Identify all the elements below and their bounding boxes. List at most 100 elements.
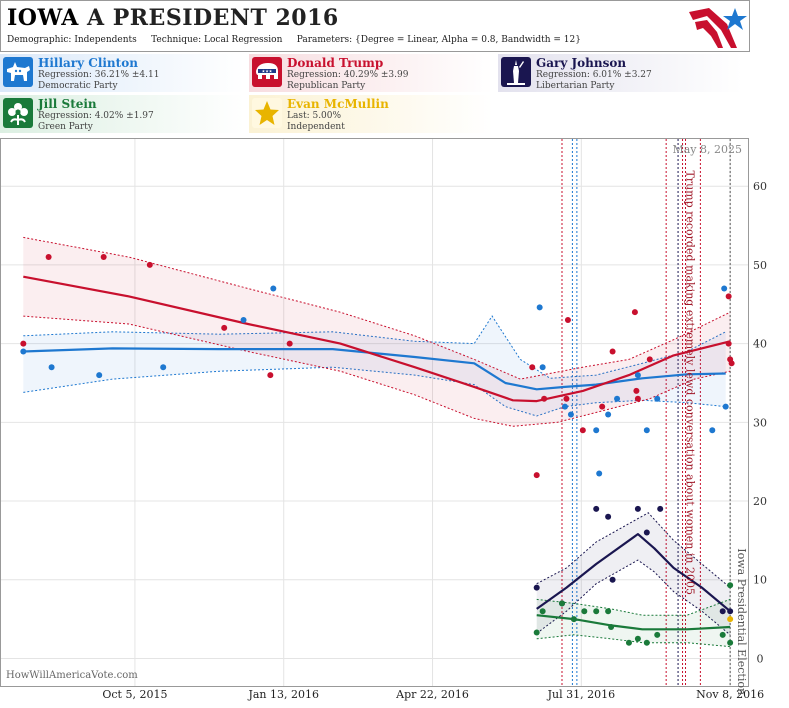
hillary-clinton-poll-point <box>536 304 543 311</box>
liberty-statue-icon <box>501 57 531 87</box>
hillary-clinton-poll-point <box>634 372 641 379</box>
donald-trump-poll-point <box>634 395 641 402</box>
axes: 0 10 20 30 40 50 60 Oct 5, 2015 Jan 13, 2016 Apr … <box>102 180 767 701</box>
legend-party: Democratic Party <box>38 81 118 91</box>
legend-card-stein: Jill Stein Regression: 4.02% ±1.97 Green… <box>0 95 244 133</box>
jill-stein-trend-line <box>536 614 731 631</box>
hillary-clinton-poll-point <box>596 470 603 477</box>
page-title: IOWA A PRESIDENT 2016 <box>7 5 339 31</box>
gary-johnson-poll-point <box>719 608 726 615</box>
hillary-clinton-trend-line <box>23 347 726 391</box>
hillary-clinton-band-upper <box>23 315 726 379</box>
legend-name: Gary Johnson <box>536 56 627 70</box>
donald-trump-poll-point <box>725 340 732 347</box>
jill-stein-poll-point <box>558 600 565 607</box>
donald-trump-poll-point <box>100 254 107 261</box>
legend-regression: Regression: 4.02% ±1.97 <box>38 111 154 121</box>
hillary-clinton-poll-point <box>20 348 27 355</box>
chart-area: 0 10 20 30 40 50 60 Oct 5, 2015 Jan 13, 2016 Apr … <box>0 138 789 704</box>
hillary-clinton-poll-point <box>96 372 103 379</box>
jill-stein-poll-point <box>593 608 600 615</box>
hillary-clinton-band-fill <box>23 316 726 416</box>
gary-johnson-trend-line <box>536 533 731 613</box>
jill-stein-poll-point <box>719 631 726 638</box>
hillary-clinton-poll-point <box>722 403 729 410</box>
legend-party: Libertarian Party <box>536 81 615 91</box>
star-icon <box>252 98 282 128</box>
donald-trump-poll-point <box>146 261 153 268</box>
jill-stein-poll-point <box>608 623 615 630</box>
hillary-clinton-poll-point <box>654 395 661 402</box>
jill-stein-poll-point <box>643 639 650 646</box>
legend-regression: Regression: 6.01% ±3.27 <box>536 70 652 80</box>
gary-johnson-poll-point <box>634 505 641 512</box>
x-tick-label: Oct 5, 2015 <box>102 688 167 701</box>
jill-stein-poll-point <box>727 639 734 646</box>
gary-johnson-poll-point <box>727 608 734 615</box>
gary-johnson-poll-point <box>643 529 650 536</box>
donald-trump-poll-point <box>631 309 638 316</box>
demographic-value: Independents <box>74 35 137 45</box>
x-tick-label: Jul 31, 2016 <box>547 688 616 701</box>
donald-trump-band-fill <box>23 237 731 427</box>
hillary-clinton-poll-point <box>539 364 546 371</box>
poll-points <box>20 254 735 646</box>
gary-johnson-band-lower <box>536 559 731 636</box>
chart-date-label: May 8, 2025 <box>672 143 742 156</box>
legend-name: Evan McMullin <box>287 97 389 111</box>
elephant-icon: ★★★ <box>252 57 282 87</box>
jill-stein-poll-point <box>625 639 632 646</box>
donald-trump-poll-point <box>541 395 548 402</box>
hillary-clinton-poll-point <box>593 427 600 434</box>
legend-name: Hillary Clinton <box>38 56 138 70</box>
jill-stein-poll-point <box>727 582 734 589</box>
legend-name: Donald Trump <box>287 56 384 70</box>
svg-text:★★★: ★★★ <box>262 69 273 74</box>
y-tick-label: 20 <box>753 495 767 508</box>
site-logo-icon <box>689 8 747 48</box>
hillary-clinton-poll-point <box>48 364 55 371</box>
y-tick-label: 10 <box>753 574 767 587</box>
hillary-clinton-poll-point <box>160 364 167 371</box>
y-tick-label: 60 <box>753 180 767 193</box>
y-tick-label: 40 <box>753 338 767 351</box>
donald-trump-poll-point <box>633 387 640 394</box>
jill-stein-poll-point <box>634 635 641 642</box>
legend-regression: Regression: 40.29% ±3.99 <box>287 70 409 80</box>
donald-trump-poll-point <box>286 340 293 347</box>
y-tick-label: 50 <box>753 259 767 272</box>
x-tick-label: Apr 22, 2016 <box>395 688 469 701</box>
title-rest: A PRESIDENT 2016 <box>87 5 339 31</box>
jill-stein-poll-point <box>539 608 546 615</box>
annotations: Trump recorded making extremely lewd con… <box>684 170 749 695</box>
jill-stein-poll-point <box>570 616 577 623</box>
hillary-clinton-band-lower <box>23 366 726 417</box>
gary-johnson-poll-point <box>593 505 600 512</box>
donald-trump-poll-point <box>646 356 653 363</box>
donald-trump-poll-point <box>529 364 536 371</box>
y-tick-label: 0 <box>757 652 764 665</box>
evan-mcmullin-poll-point <box>727 616 734 623</box>
technique-label: Technique: <box>151 35 202 45</box>
legend-party: Republican Party <box>287 81 366 91</box>
donald-trump-poll-point <box>564 317 571 324</box>
gary-johnson-band-upper <box>536 512 731 588</box>
hillary-clinton-poll-point <box>709 427 716 434</box>
legend-name: Jill Stein <box>38 97 97 111</box>
donald-trump-poll-point <box>45 254 52 261</box>
parameters-value: {Degree = Linear, Alpha = 0.8, Bandwidth… <box>355 35 581 45</box>
legend-card-trump: ★★★ Donald Trump Regression: 40.29% ±3.9… <box>249 54 493 92</box>
trend-lines <box>23 275 731 631</box>
y-tick-label: 30 <box>753 416 767 429</box>
jill-stein-poll-point <box>654 631 661 638</box>
donald-trump-band-lower <box>23 315 731 427</box>
donald-trump-poll-point <box>533 472 540 479</box>
x-tick-label: Jan 13, 2016 <box>247 688 319 701</box>
donald-trump-poll-point <box>728 360 735 367</box>
legend-party: Independent <box>287 122 345 132</box>
legend-card-johnson: Gary Johnson Regression: 6.01% ±3.27 Lib… <box>498 54 742 92</box>
hillary-clinton-poll-point <box>614 395 621 402</box>
gary-johnson-poll-point <box>533 584 540 591</box>
parameters-label: Parameters: <box>296 35 353 45</box>
donald-trump-poll-point <box>609 348 616 355</box>
